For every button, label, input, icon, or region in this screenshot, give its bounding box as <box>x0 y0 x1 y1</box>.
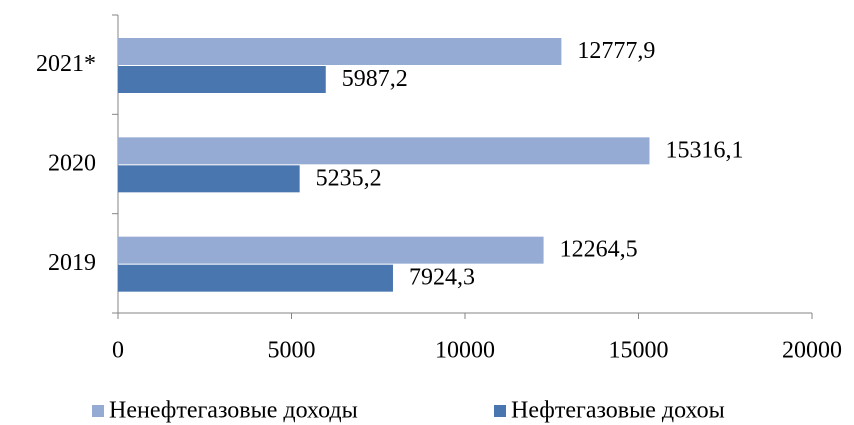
bar <box>118 38 562 65</box>
data-label: 15316,1 <box>665 137 743 163</box>
data-label: 12264,5 <box>560 237 638 263</box>
legend-label: Ненефтегазовые доходы <box>109 398 358 424</box>
data-label: 12777,9 <box>577 38 655 64</box>
bar <box>118 236 544 264</box>
y-tick-label: 2020 <box>48 151 96 177</box>
legend-swatch <box>494 405 506 417</box>
bar <box>118 264 393 292</box>
legend-swatch <box>92 405 104 417</box>
x-tick-label: 15000 <box>609 338 669 364</box>
data-label: 5235,2 <box>316 165 382 191</box>
y-tick-label: 2019 <box>48 250 96 276</box>
x-tick-label: 5000 <box>268 338 316 364</box>
x-tick-label: 20000 <box>782 338 842 364</box>
y-tick-label: 2021* <box>36 51 96 77</box>
x-tick-label: 0 <box>112 338 124 364</box>
data-label: 5987,2 <box>342 66 408 92</box>
bar <box>118 137 650 165</box>
data-label: 7924,3 <box>409 265 475 291</box>
bar <box>118 66 326 93</box>
bar <box>118 165 300 193</box>
x-tick-label: 10000 <box>435 338 495 364</box>
legend-label: Нефтегазовые дохоы <box>511 398 725 424</box>
